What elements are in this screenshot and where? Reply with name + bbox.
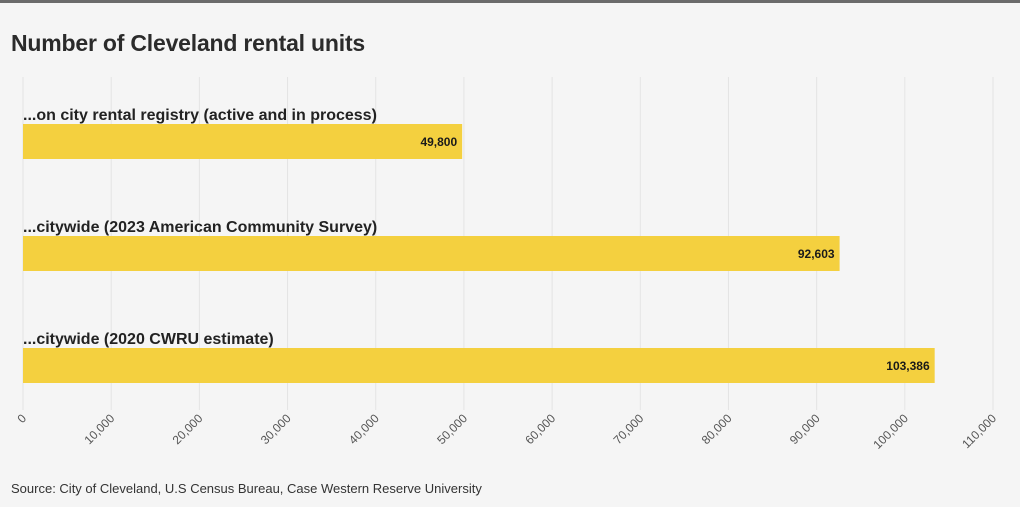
bar: [23, 236, 840, 271]
tick-label: 100,000: [870, 411, 911, 452]
tick-label: 70,000: [611, 411, 647, 447]
tick-label: 80,000: [699, 411, 735, 447]
tick-label: 0: [14, 411, 29, 426]
source-note: Source: City of Cleveland, U.S Census Bu…: [11, 481, 482, 496]
tick-label: 60,000: [522, 411, 558, 447]
tick-label: 40,000: [346, 411, 382, 447]
tick-label: 110,000: [959, 411, 999, 451]
data-label: 92,603: [798, 247, 835, 261]
category-label: ...on city rental registry (active and i…: [23, 107, 377, 124]
data-label: 103,386: [886, 359, 930, 373]
tick-label: 30,000: [258, 411, 294, 447]
chart-title: Number of Cleveland rental units: [11, 30, 365, 56]
top-rule: [0, 0, 1020, 3]
data-label: 49,800: [420, 135, 457, 149]
bar: [23, 348, 935, 383]
tick-label: 10,000: [81, 411, 117, 447]
category-label: ...citywide (2020 CWRU estimate): [23, 331, 274, 348]
bar: [23, 124, 463, 159]
tick-label: 90,000: [787, 411, 823, 447]
tick-label: 20,000: [170, 411, 206, 447]
tick-label: 50,000: [434, 411, 470, 447]
category-label: ...citywide (2023 American Community Sur…: [23, 219, 377, 236]
